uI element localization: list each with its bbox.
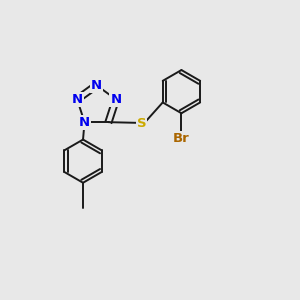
Text: N: N <box>79 116 90 129</box>
Text: Br: Br <box>173 132 190 145</box>
Text: N: N <box>110 93 122 106</box>
Text: S: S <box>137 117 146 130</box>
Text: N: N <box>91 79 102 92</box>
Text: N: N <box>72 93 83 106</box>
